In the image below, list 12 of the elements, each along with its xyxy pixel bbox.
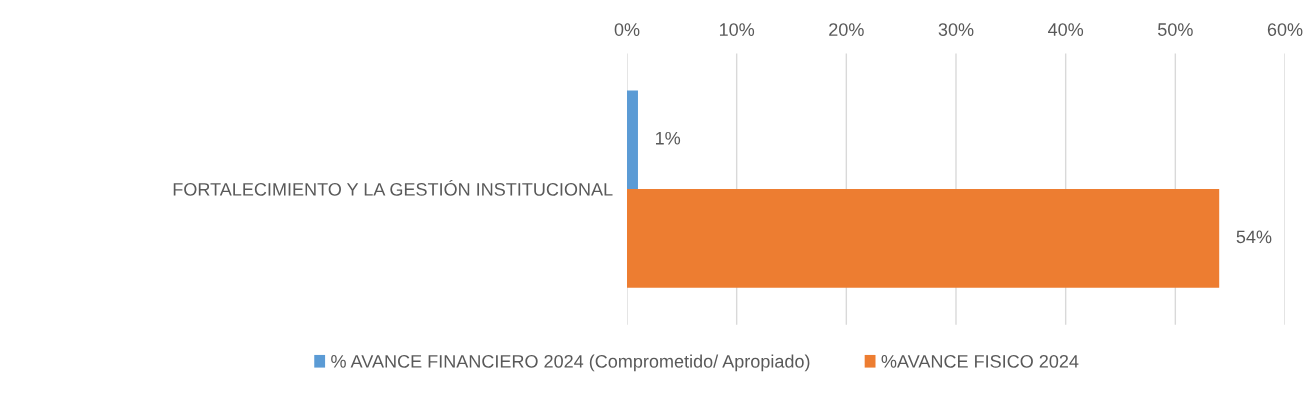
x-tick-label: 0% — [614, 23, 640, 36]
x-tick-label: 60% — [1267, 23, 1303, 36]
x-tick-label: 30% — [938, 23, 974, 36]
legend-label: % AVANCE FINANCIERO 2024 (Comprometido/ Apropiado) — [331, 354, 810, 372]
y-tick-label: FORTALECIMIENTO Y LA GESTIÓN INSTITUCIONAL — [173, 179, 613, 196]
data-label: 1% — [656, 131, 681, 145]
legend-label: %AVANCE FISICO 2024 — [881, 354, 1079, 368]
x-tick-label: 20% — [829, 23, 864, 36]
x-tick-label: 10% — [719, 23, 755, 36]
x-tick-label: 50% — [1157, 23, 1193, 36]
data-label: 54% — [1236, 230, 1272, 244]
x-tick-label: 40% — [1048, 23, 1084, 36]
